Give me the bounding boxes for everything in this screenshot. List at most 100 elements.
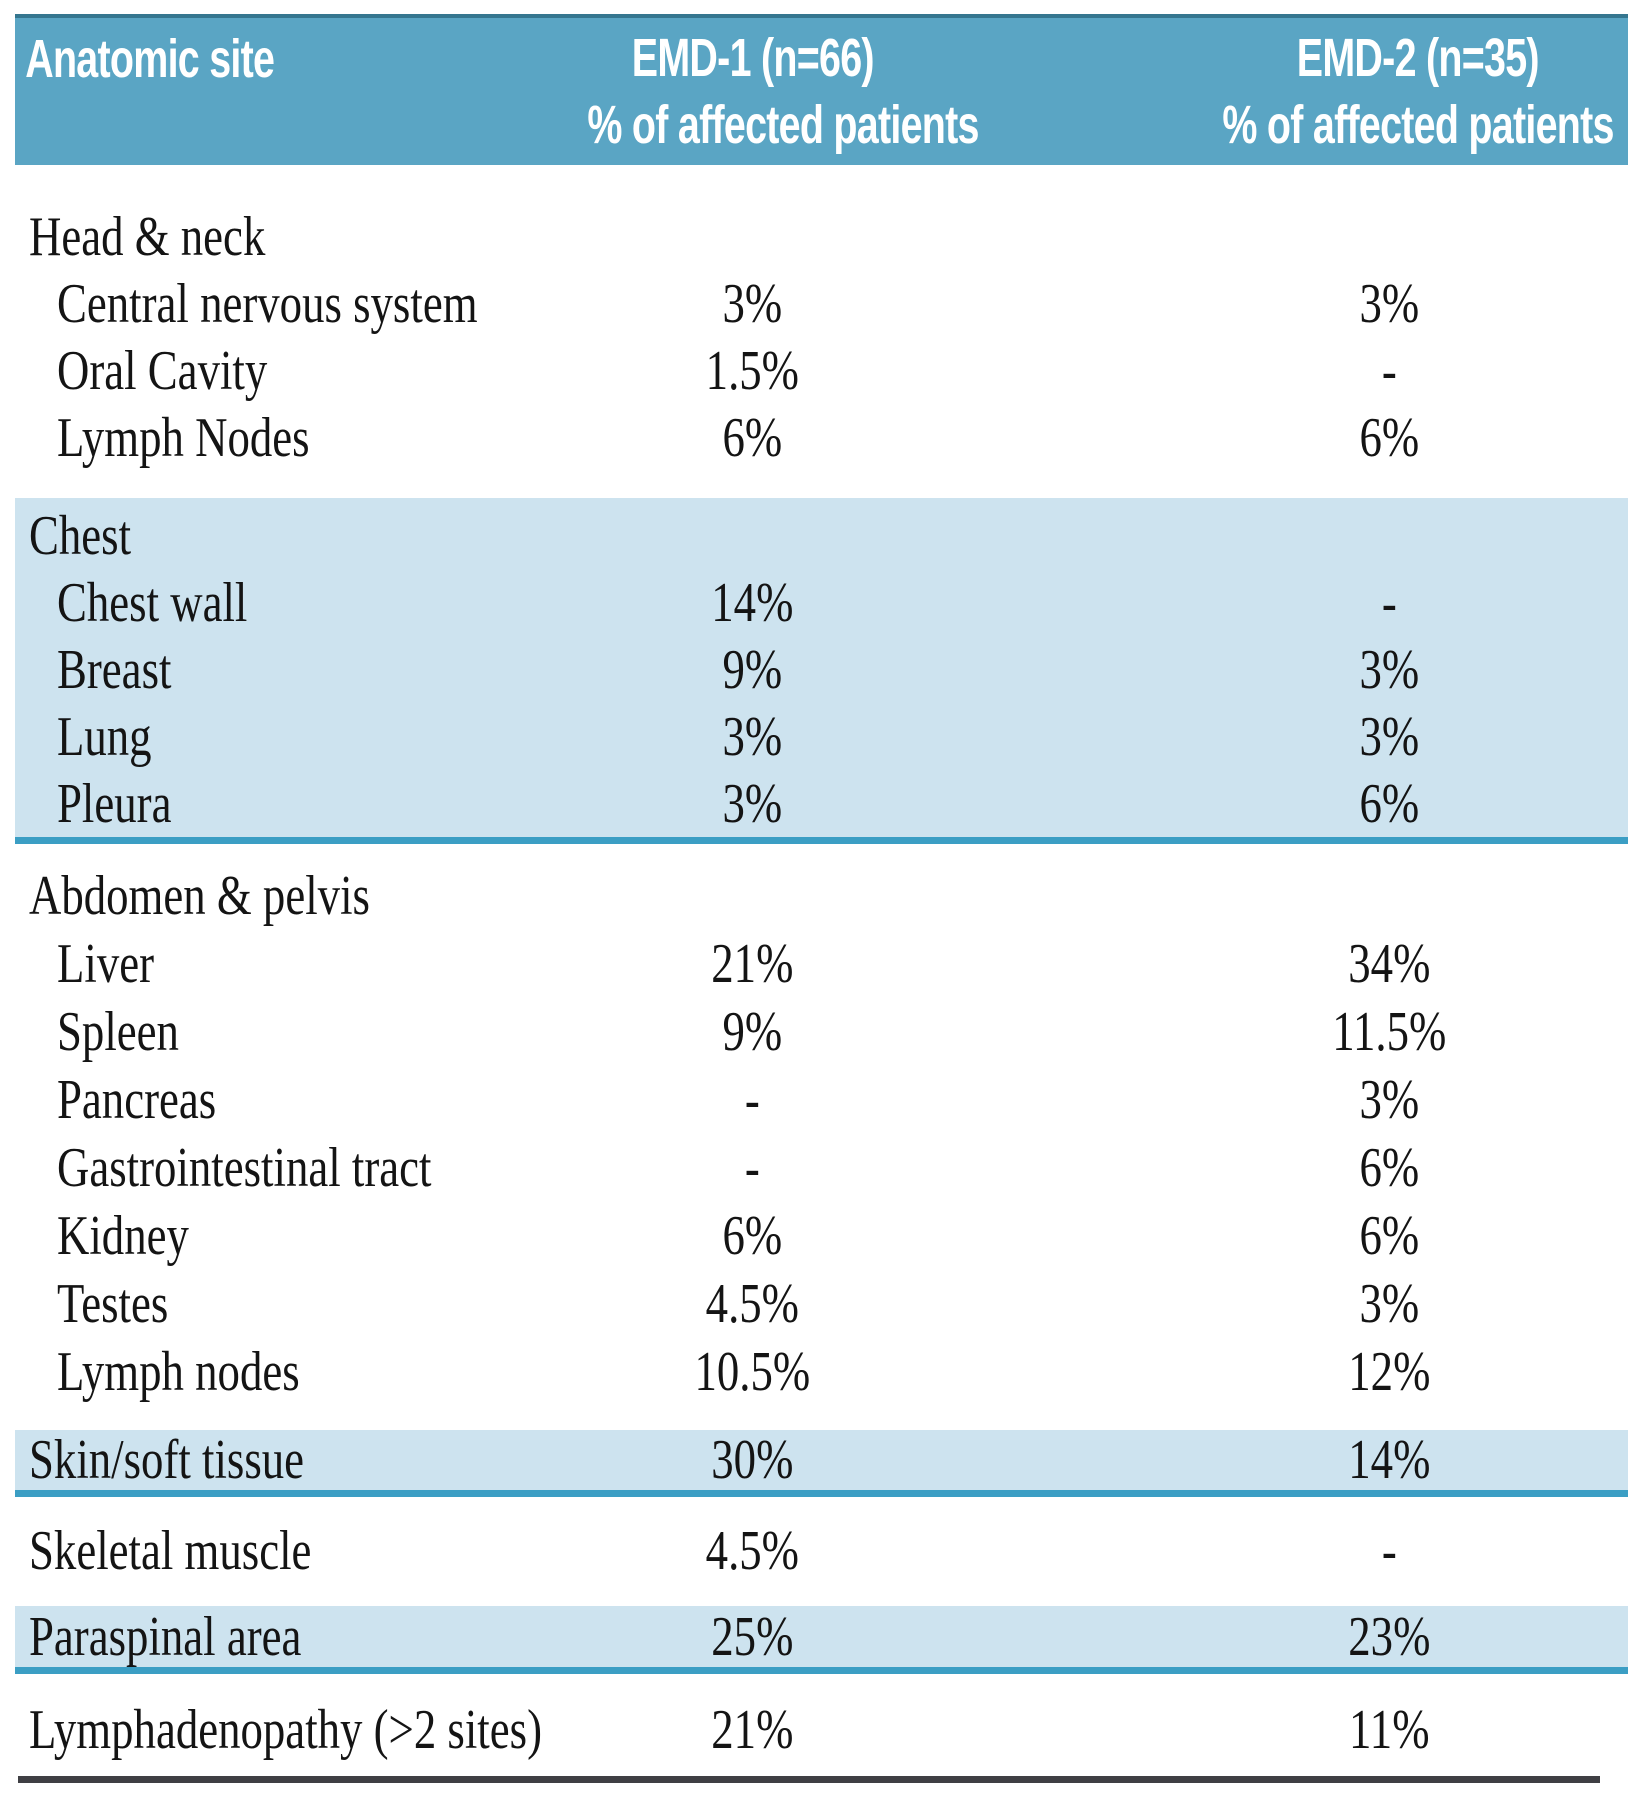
row-label: Paraspinal area: [29, 1605, 302, 1668]
row-value-emd2: [1150, 887, 1628, 905]
table-body: Head & neck Central nervous system 3% 3% Ora…: [15, 203, 1628, 1764]
row-value-emd1: 14%: [711, 571, 794, 634]
row-value-emd2: -: [1381, 571, 1397, 634]
table-row: Breast 9% 3%: [15, 636, 1628, 703]
row-label: Chest wall: [57, 571, 248, 634]
row-label: Lymph nodes: [57, 1341, 300, 1403]
row-value-emd1: 6%: [722, 406, 783, 469]
row-value-emd2: 3%: [1359, 705, 1419, 768]
header-col-emd1: EMD-1 (n=66) % of affected patients: [515, 18, 990, 165]
row-label: Lymphadenopathy (>2 sites): [29, 1699, 542, 1761]
row-value-emd2: 12%: [1347, 1341, 1431, 1403]
row-label: Liver: [57, 933, 155, 995]
table-row: Central nervous system 3% 3%: [15, 270, 1628, 337]
row-label: Pleura: [57, 772, 172, 835]
row-label: Oral Cavity: [57, 339, 268, 402]
row-value-emd1: [515, 887, 990, 905]
table-row: Chest: [15, 502, 1628, 569]
row-label: Breast: [57, 638, 172, 701]
table-row: Head & neck: [15, 203, 1628, 270]
row-label: Skeletal muscle: [29, 1520, 312, 1582]
table-row: Oral Cavity 1.5% -: [15, 337, 1628, 404]
row-label: Head & neck: [29, 205, 266, 268]
row-value-emd1: 6%: [722, 1205, 783, 1267]
table-section: Paraspinal area 25% 23%: [15, 1606, 1628, 1674]
row-value-emd1: 3%: [722, 705, 783, 768]
header-col-anatomic-site: Anatomic site: [15, 18, 515, 165]
row-value-emd2: 6%: [1359, 772, 1419, 835]
table-section: Skin/soft tissue 30% 14%: [15, 1430, 1628, 1497]
table-row: Skin/soft tissue 30% 14%: [15, 1430, 1628, 1490]
row-label: Pancreas: [57, 1069, 217, 1131]
row-value-emd2: 6%: [1359, 406, 1419, 469]
table-row: Lymph nodes 10.5% 12%: [15, 1338, 1628, 1406]
table-row: Testes 4.5% 3%: [15, 1270, 1628, 1338]
header-emd2-subtitle: % of affected patients: [1222, 95, 1614, 156]
table-section: Skeletal muscle 4.5% -: [15, 1517, 1628, 1585]
row-label: Testes: [57, 1273, 169, 1335]
row-label: Skin/soft tissue: [29, 1429, 305, 1491]
row-label: Kidney: [57, 1205, 189, 1267]
row-value-emd1: 21%: [711, 1699, 794, 1761]
row-value-emd1: 25%: [711, 1605, 794, 1668]
row-value-emd2: 3%: [1359, 1273, 1419, 1335]
row-label: Lymph Nodes: [57, 406, 310, 469]
row-value-emd1: [515, 228, 990, 246]
row-value-emd1: 1.5%: [705, 339, 800, 402]
header-col-emd2: EMD-2 (n=35) % of affected patients: [1150, 18, 1643, 165]
table-row: Abdomen & pelvis: [15, 862, 1628, 930]
row-label: Chest: [29, 504, 132, 567]
row-value-emd2: -: [1381, 339, 1397, 402]
row-label: Abdomen & pelvis: [29, 865, 370, 927]
row-label: Spleen: [57, 1001, 179, 1063]
row-value-emd1: 9%: [722, 638, 783, 701]
header-spacer: [990, 18, 1150, 165]
row-value-emd2: 6%: [1359, 1137, 1419, 1199]
table-row: Lung 3% 3%: [15, 703, 1628, 770]
row-value-emd2: 3%: [1359, 1069, 1419, 1131]
bottom-rule: [18, 1776, 1600, 1783]
table-row: Lymphadenopathy (>2 sites) 21% 11%: [15, 1696, 1628, 1764]
header-emd2-title: EMD-2 (n=35): [1297, 27, 1540, 88]
table-section: Head & neck Central nervous system 3% 3% Ora…: [15, 203, 1628, 471]
table-row: Lymph Nodes 6% 6%: [15, 404, 1628, 471]
row-value-emd2: 3%: [1359, 272, 1419, 335]
table-row: Spleen 9% 11.5%: [15, 998, 1628, 1066]
row-label: Central nervous system: [57, 272, 478, 335]
header-emd1-title: EMD-1 (n=66): [631, 27, 874, 88]
table-row: Liver 21% 34%: [15, 930, 1628, 998]
row-value-emd1: 3%: [722, 272, 783, 335]
table-section: Lymphadenopathy (>2 sites) 21% 11%: [15, 1696, 1628, 1764]
row-value-emd1: 9%: [722, 1001, 783, 1063]
table-row: Paraspinal area 25% 23%: [15, 1606, 1628, 1667]
table-row: Pancreas - 3%: [15, 1066, 1628, 1134]
row-value-emd1: -: [745, 1137, 760, 1199]
row-value-emd2: 3%: [1359, 638, 1419, 701]
row-value-emd1: 30%: [711, 1429, 794, 1491]
header-anatomic-site-label: Anatomic site: [25, 29, 275, 89]
table-row: Pleura 3% 6%: [15, 770, 1628, 837]
table-row: Kidney 6% 6%: [15, 1202, 1628, 1270]
row-value-emd2: -: [1381, 1520, 1397, 1582]
table-row: Skeletal muscle 4.5% -: [15, 1517, 1628, 1585]
row-value-emd2: 11%: [1348, 1699, 1430, 1761]
row-value-emd2: [1150, 527, 1628, 545]
row-label: Lung: [57, 705, 152, 768]
row-value-emd1: 3%: [722, 772, 783, 835]
table-section: Chest Chest wall 14% - Breast 9% 3% Lung 3% 3% Ple…: [15, 498, 1628, 844]
table-row: Gastrointestinal tract - 6%: [15, 1134, 1628, 1202]
row-value-emd1: -: [745, 1069, 760, 1131]
row-value-emd2: 34%: [1347, 933, 1431, 995]
row-value-emd1: 10.5%: [694, 1341, 811, 1403]
row-value-emd1: 21%: [711, 933, 794, 995]
row-value-emd1: 4.5%: [705, 1520, 800, 1582]
row-value-emd2: 14%: [1347, 1429, 1431, 1491]
table-section: Abdomen & pelvis Liver 21% 34% Spleen 9% 11.5%…: [15, 862, 1628, 1406]
table-row: Chest wall 14% -: [15, 569, 1628, 636]
row-value-emd2: [1150, 228, 1628, 246]
row-label: Gastrointestinal tract: [57, 1137, 432, 1199]
row-value-emd1: 4.5%: [705, 1273, 800, 1335]
row-value-emd2: 23%: [1347, 1605, 1431, 1668]
row-value-emd1: [515, 527, 990, 545]
